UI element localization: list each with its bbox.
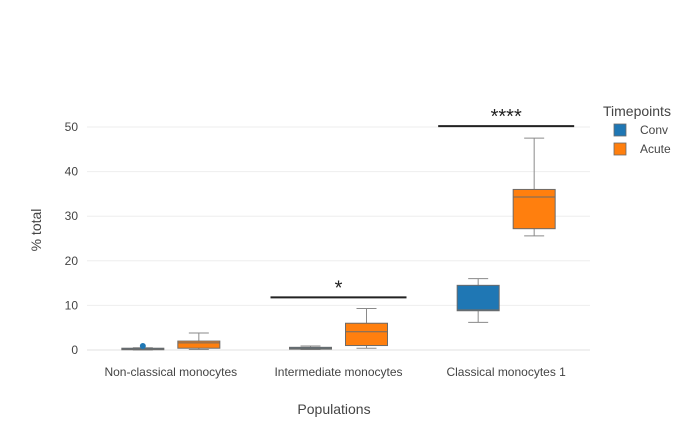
significance-label: * <box>335 277 343 299</box>
box-iqr <box>456 284 500 312</box>
x-axis-title: Populations <box>297 401 370 417</box>
y-axis-title: % total <box>28 209 44 252</box>
y-tick-label: 50 <box>65 120 79 134</box>
x-axis-ticks: Non-classical monocytes Intermediate mono… <box>104 365 566 379</box>
legend-label-acute: Acute <box>640 142 671 156</box>
y-tick-label: 40 <box>65 165 79 179</box>
box-acute-1 <box>345 308 388 349</box>
box-plots <box>121 137 556 351</box>
outlier-point <box>139 342 146 349</box>
box-conv-1 <box>289 345 332 351</box>
box-conv-0 <box>121 342 165 351</box>
x-tick-label: Non-classical monocytes <box>104 365 237 379</box>
y-tick-label: 20 <box>65 254 79 268</box>
legend-label-conv: Conv <box>640 123 668 137</box>
significance-label: **** <box>491 106 522 128</box>
y-axis-ticks: 0 10 20 30 40 50 <box>65 120 79 357</box>
box-conv-2 <box>456 278 500 323</box>
box-acute-2 <box>512 137 556 237</box>
box-iqr <box>345 322 388 347</box>
y-tick-label: 30 <box>65 209 79 223</box>
y-tick-label: 10 <box>65 298 79 312</box>
significance-annotations: ***** <box>270 106 575 299</box>
x-tick-label: Classical monocytes 1 <box>446 365 566 379</box>
legend-title: Timepoints <box>603 103 671 119</box>
y-tick-label: 0 <box>71 343 78 357</box>
legend-swatch-conv <box>613 123 627 137</box>
box-iqr <box>512 188 556 230</box>
box-acute-0 <box>177 332 221 351</box>
legend: Timepoints Conv Acute <box>603 103 671 156</box>
x-tick-label: Intermediate monocytes <box>274 365 402 379</box>
legend-swatch-acute <box>613 142 627 156</box>
grid-lines <box>87 126 590 351</box>
box-iqr <box>177 340 221 349</box>
